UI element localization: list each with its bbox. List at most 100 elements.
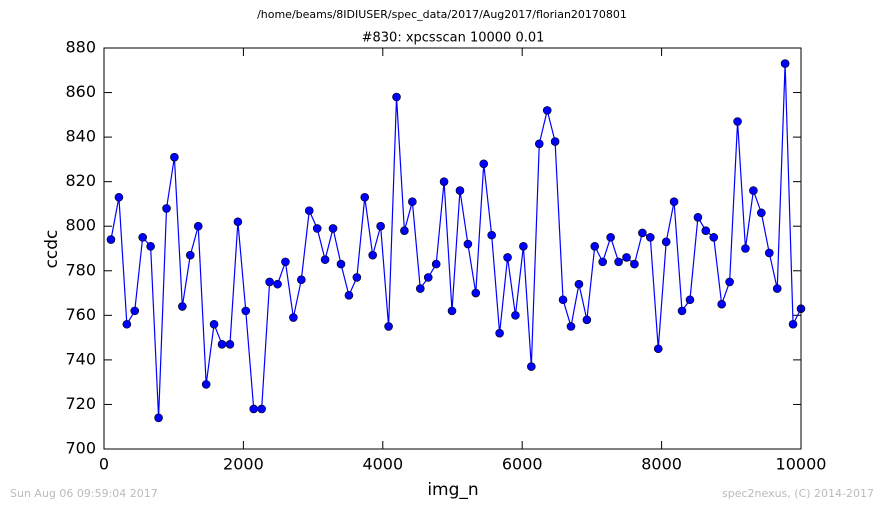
data-point <box>376 221 385 231</box>
data-point <box>519 241 528 251</box>
data-point <box>352 273 362 282</box>
data-point <box>757 208 766 218</box>
data-point <box>447 306 457 316</box>
y-tick-label: 780 <box>65 260 96 279</box>
data-point <box>598 257 608 267</box>
data-point <box>487 230 496 240</box>
data-point <box>566 322 576 331</box>
data-point <box>558 295 568 305</box>
data-point <box>780 59 790 68</box>
y-tick-label: 860 <box>65 82 96 101</box>
data-point <box>415 284 425 293</box>
data-point <box>408 197 417 207</box>
data-point <box>709 233 719 242</box>
data-point <box>423 273 433 282</box>
data-point <box>154 413 163 423</box>
data-point <box>550 137 560 146</box>
data-point <box>606 233 615 242</box>
data-point <box>590 241 600 251</box>
footer-right: spec2nexus, (C) 2014-2017 <box>722 487 874 500</box>
data-point <box>764 248 774 258</box>
data-point <box>646 233 655 242</box>
data-point <box>638 228 647 238</box>
x-tick-label: 2000 <box>223 455 264 474</box>
data-point <box>503 253 512 262</box>
data-point <box>685 295 695 305</box>
data-point <box>297 275 306 284</box>
data-point <box>249 404 259 414</box>
data-point <box>701 226 711 235</box>
data-point <box>304 206 314 215</box>
data-point <box>209 319 219 329</box>
data-point <box>201 380 211 389</box>
data-point <box>225 339 235 349</box>
data-point <box>384 322 393 331</box>
data-point <box>455 186 465 195</box>
data-point <box>312 224 322 233</box>
x-tick-label: 0 <box>99 455 109 474</box>
y-tick-label: 720 <box>65 394 96 413</box>
data-point <box>360 192 370 202</box>
data-point <box>217 339 227 349</box>
data-point <box>162 204 171 213</box>
data-point <box>257 404 266 414</box>
data-point <box>622 253 631 262</box>
data-point <box>463 239 473 249</box>
data-point <box>630 259 639 269</box>
data-point <box>138 233 147 242</box>
y-tick-label: 880 <box>65 38 96 57</box>
data-point <box>661 237 671 247</box>
data-point <box>328 224 338 233</box>
data-point <box>431 259 441 269</box>
data-point <box>582 315 592 325</box>
data-point <box>749 186 758 195</box>
data-point <box>534 139 544 149</box>
data-point <box>122 319 132 329</box>
data-point <box>574 279 584 289</box>
data-point <box>289 313 298 322</box>
y-tick-label: 740 <box>65 349 96 368</box>
data-point <box>193 221 203 231</box>
data-point <box>614 257 623 267</box>
data-point <box>788 319 798 329</box>
data-point <box>130 306 140 316</box>
data-point <box>392 92 401 102</box>
data-point <box>439 177 449 186</box>
data-point <box>717 299 726 309</box>
data-point <box>479 159 489 169</box>
data-point <box>273 279 282 289</box>
data-point <box>725 277 734 287</box>
data-point <box>233 217 243 227</box>
chart-suptitle: /home/beams/8IDIUSER/spec_data/2017/Aug2… <box>257 8 627 21</box>
y-tick-label: 820 <box>65 171 96 190</box>
data-point <box>400 226 409 235</box>
data-point <box>511 311 520 320</box>
plot-frame <box>103 47 802 450</box>
y-tick-label: 840 <box>65 127 96 146</box>
data-point <box>170 152 179 162</box>
data-point <box>336 259 346 269</box>
x-tick-label: 4000 <box>362 455 403 474</box>
data-point <box>185 250 195 260</box>
data-point <box>320 255 330 264</box>
data-point <box>281 257 290 267</box>
x-tick-label: 8000 <box>641 455 682 474</box>
data-point <box>542 106 552 115</box>
data-point <box>265 277 274 287</box>
y-axis-label: ccdc <box>42 230 62 269</box>
data-point <box>471 288 481 298</box>
data-point <box>368 250 377 260</box>
footer-left: Sun Aug 06 09:59:04 2017 <box>10 487 158 500</box>
data-point <box>653 344 663 354</box>
data-point <box>178 302 187 311</box>
x-axis-label: img_n <box>427 480 478 500</box>
data-point <box>772 284 782 293</box>
y-tick-label: 700 <box>65 439 96 458</box>
data-point <box>733 117 742 126</box>
data-point <box>527 362 536 371</box>
data-point <box>114 192 124 202</box>
data-point <box>669 197 679 207</box>
data-point <box>495 328 504 338</box>
